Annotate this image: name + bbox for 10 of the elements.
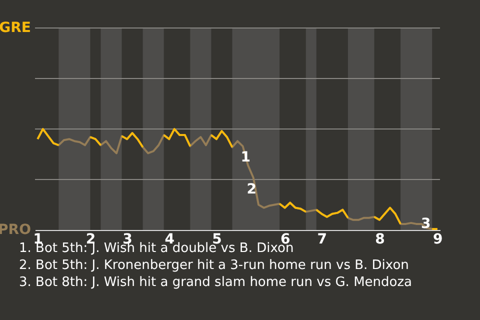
- x-tick-label: 8: [375, 232, 385, 248]
- annotation: 2: [246, 182, 257, 198]
- annotation: 3: [420, 216, 431, 232]
- x-tick-label: 2: [86, 232, 96, 248]
- x-tick-label: 9: [432, 232, 443, 248]
- text: 3. Bot 8th: J. Wish hit a grand slam home run vs G. Mendoza: [19, 275, 412, 290]
- annotation: 1: [240, 149, 250, 166]
- x-tick-label: 7: [317, 232, 328, 248]
- text: 2. Bot 5th: J. Kronenberger hit a 3-run home run vs B. Dixon: [19, 258, 409, 273]
- text: GRE: [0, 20, 31, 36]
